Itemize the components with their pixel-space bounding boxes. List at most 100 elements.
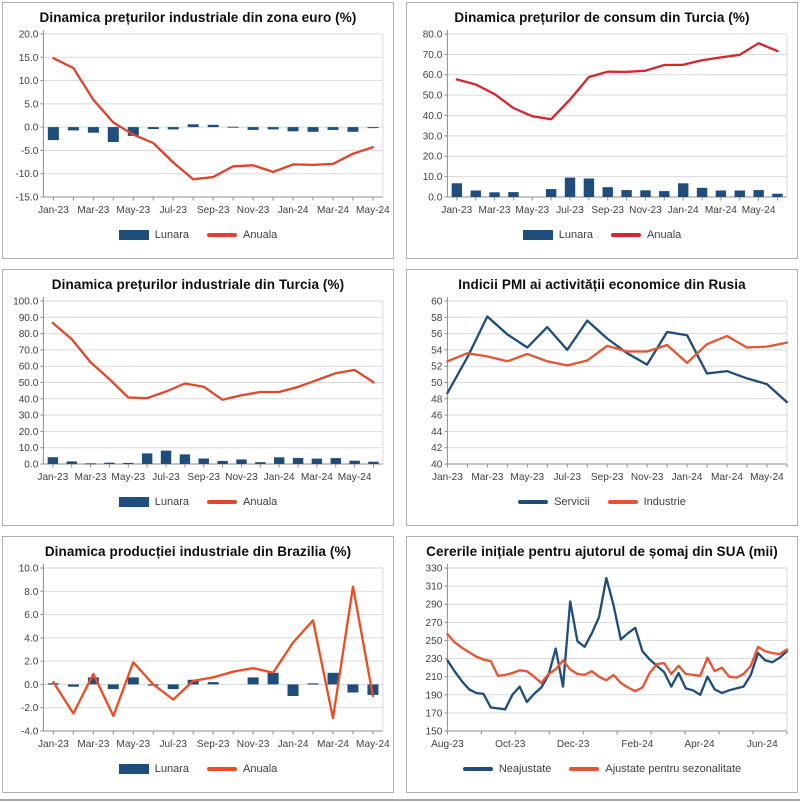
legend-label: Ajustate pentru sezonalitate (605, 763, 742, 775)
svg-text:Jul-23: Jul-23 (556, 205, 584, 216)
legend-item-anuala: Anuala (207, 229, 277, 241)
legend-item-lunara: Lunara (118, 496, 189, 508)
svg-text:150: 150 (426, 727, 443, 738)
svg-text:May-23: May-23 (510, 472, 544, 483)
legend-swatch-line (607, 500, 638, 504)
svg-text:290: 290 (426, 600, 443, 611)
svg-text:230: 230 (426, 654, 443, 665)
svg-text:May-24: May-24 (356, 739, 390, 750)
svg-text:Sep-23: Sep-23 (187, 472, 220, 483)
legend-swatch-line (611, 233, 641, 237)
svg-text:5.0: 5.0 (24, 99, 38, 110)
svg-text:Mar-24: Mar-24 (317, 205, 349, 216)
legend-swatch-bar (118, 497, 149, 507)
legend-item-servicii: Servicii (518, 496, 590, 508)
svg-text:310: 310 (426, 582, 443, 593)
svg-text:6.0: 6.0 (24, 610, 38, 621)
svg-text:-15.0: -15.0 (15, 193, 38, 204)
svg-text:Nov-23: Nov-23 (225, 472, 258, 483)
svg-text:Mar-23: Mar-23 (479, 205, 511, 216)
legend-label: Lunara (154, 496, 189, 508)
legend-swatch-line (207, 233, 237, 237)
svg-text:Jan-23: Jan-23 (432, 472, 463, 483)
svg-text:Nov-23: Nov-23 (237, 739, 270, 750)
svg-text:May-23: May-23 (116, 739, 150, 750)
legend-label: Anuala (243, 496, 278, 508)
svg-text:Feb-24: Feb-24 (621, 739, 653, 750)
svg-text:May-24: May-24 (338, 472, 372, 483)
legend-label: Lunara (558, 229, 593, 241)
legend-item-neajustate: Neajustate (462, 763, 552, 775)
svg-text:May-24: May-24 (356, 205, 390, 216)
chart-panel-russia-pmi: Indicii PMI ai activității economice din… (406, 269, 798, 526)
svg-text:May-23: May-23 (515, 205, 549, 216)
svg-text:58: 58 (431, 313, 443, 324)
svg-text:20.0: 20.0 (423, 152, 443, 163)
legend-item-anuala: Anuala (207, 763, 277, 775)
legend-swatch-line (462, 767, 493, 771)
svg-text:250: 250 (426, 636, 443, 647)
svg-text:Mar-24: Mar-24 (301, 472, 333, 483)
legend-label: Servicii (554, 496, 590, 508)
svg-text:Jun-24: Jun-24 (747, 739, 778, 750)
svg-text:20.0: 20.0 (19, 30, 39, 41)
svg-text:Aug-23: Aug-23 (431, 739, 464, 750)
svg-text:Apr-24: Apr-24 (684, 739, 715, 750)
svg-text:0.0: 0.0 (24, 680, 38, 691)
svg-text:Sep-23: Sep-23 (591, 205, 624, 216)
svg-text:Nov-23: Nov-23 (631, 472, 664, 483)
svg-text:Mar-23: Mar-23 (471, 472, 503, 483)
legend-label: Anuala (243, 229, 278, 241)
chart-title: Dinamica prețurilor industriale din zona… (39, 10, 357, 25)
legend-swatch-line (207, 767, 237, 771)
chart-canvas-us-jobless-claims: 150 170 190 210 230 250 270 290 310 330 Aug-23 Oct-… (426, 564, 789, 750)
chart-panel-turkey-ppi: Dinamica prețurilor industriale din Turc… (2, 269, 394, 526)
svg-text:50.0: 50.0 (423, 91, 443, 102)
chart-title: Dinamica prețurilor industriale din Turc… (51, 277, 345, 292)
svg-text:Jan-24: Jan-24 (672, 472, 703, 483)
svg-text:Sep-23: Sep-23 (591, 472, 624, 483)
svg-text:30.0: 30.0 (423, 131, 443, 142)
svg-text:210: 210 (426, 672, 443, 683)
svg-text:Dec-23: Dec-23 (557, 739, 590, 750)
chart-canvas-turkey-cpi: 0.0 10.0 20.0 30.0 40.0 50.0 60.0 70.0 80.0 Jan-2… (423, 30, 788, 216)
svg-text:46: 46 (431, 411, 443, 422)
svg-text:80.0: 80.0 (423, 30, 443, 41)
svg-text:48: 48 (431, 394, 443, 405)
legend-label: Lunara (154, 763, 189, 775)
svg-text:Jan-24: Jan-24 (278, 739, 309, 750)
svg-text:Sep-23: Sep-23 (197, 205, 230, 216)
legend-label: Anuala (243, 763, 278, 775)
chart-canvas-brazil-production: -4.0 -2.0 0.0 2.0 4.0 6.0 8.0 10.0 Jan-23 Mar-23 M… (19, 564, 390, 750)
chart-title: Cererile inițiale pentru ajutorul de șom… (426, 544, 778, 559)
chart-legend: Lunara Anuala (407, 229, 797, 241)
legend-item-ajustate: Ajustate pentru sezonalitate (569, 763, 741, 775)
svg-text:50.0: 50.0 (19, 378, 39, 389)
legend-swatch-bar (118, 230, 149, 240)
chart-legend: Lunara Anuala (3, 229, 393, 241)
svg-text:15.0: 15.0 (19, 53, 39, 64)
legend-label: Neajustate (498, 763, 552, 775)
svg-text:Jan-23: Jan-23 (38, 739, 69, 750)
legend-item-anuala: Anuala (207, 496, 277, 508)
chart-legend: Neajustate Ajustate pentru sezonalitate (407, 763, 797, 775)
svg-text:270: 270 (426, 618, 443, 629)
svg-text:40: 40 (431, 460, 443, 471)
svg-text:Mar-24: Mar-24 (705, 205, 737, 216)
chart-legend: Lunara Anuala (3, 496, 393, 508)
svg-text:8.0: 8.0 (24, 587, 38, 598)
svg-text:Mar-24: Mar-24 (317, 739, 349, 750)
svg-text:50: 50 (431, 378, 443, 389)
svg-text:70.0: 70.0 (19, 345, 39, 356)
svg-text:56: 56 (431, 329, 443, 340)
svg-text:May-24: May-24 (750, 472, 784, 483)
svg-text:Oct-23: Oct-23 (495, 739, 526, 750)
svg-text:Jan-23: Jan-23 (441, 205, 472, 216)
legend-item-lunara: Lunara (522, 229, 593, 241)
legend-swatch-line (518, 500, 549, 504)
legend-swatch-line (207, 500, 237, 504)
svg-text:190: 190 (426, 690, 443, 701)
svg-text:10.0: 10.0 (423, 172, 443, 183)
svg-text:42: 42 (431, 443, 443, 454)
legend-item-industrie: Industrie (607, 496, 686, 508)
